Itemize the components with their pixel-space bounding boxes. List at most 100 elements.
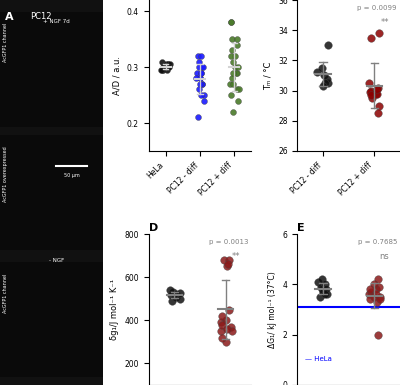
- Text: p = 0.0013: p = 0.0013: [209, 239, 248, 244]
- Point: [164, 64, 171, 70]
- Point: [165, 61, 171, 67]
- Point: [323, 286, 330, 293]
- Point: [324, 75, 330, 82]
- Point: [223, 339, 229, 345]
- Text: — HeLa: — HeLa: [305, 357, 332, 362]
- Text: AcGFP1 channel: AcGFP1 channel: [3, 23, 8, 62]
- Point: [228, 324, 234, 330]
- Text: D: D: [149, 223, 158, 233]
- Point: [219, 321, 226, 328]
- Point: [375, 276, 382, 282]
- Point: [314, 69, 320, 75]
- Point: [165, 64, 171, 70]
- Point: [325, 80, 331, 86]
- Point: [169, 298, 176, 304]
- Text: p = 0.7685: p = 0.7685: [358, 239, 397, 244]
- Point: [234, 36, 240, 42]
- Point: [195, 114, 202, 121]
- Point: [375, 84, 381, 90]
- Point: [158, 67, 165, 73]
- Point: [367, 87, 374, 94]
- Point: [367, 286, 374, 293]
- Point: [173, 291, 180, 298]
- Text: PC12: PC12: [30, 12, 52, 20]
- Point: [368, 95, 375, 101]
- Point: [374, 90, 380, 97]
- Point: [377, 294, 384, 300]
- Text: A: A: [5, 12, 14, 22]
- Point: [324, 291, 330, 298]
- Point: [177, 290, 184, 296]
- Point: [234, 86, 240, 92]
- Point: [374, 110, 381, 116]
- Point: [233, 70, 240, 76]
- Point: [200, 64, 206, 70]
- Point: [376, 30, 382, 36]
- Point: [319, 286, 325, 293]
- Point: [322, 80, 329, 86]
- Point: [195, 53, 201, 59]
- Point: [225, 257, 232, 263]
- Point: [320, 83, 326, 89]
- Point: [229, 36, 236, 42]
- Point: [194, 70, 200, 76]
- Point: [366, 89, 373, 95]
- Point: [227, 53, 234, 59]
- Point: [314, 279, 321, 285]
- Point: [219, 335, 226, 341]
- Point: [373, 90, 380, 97]
- Point: [365, 291, 372, 298]
- Point: [375, 331, 382, 338]
- Point: [368, 289, 374, 295]
- Point: [234, 42, 240, 48]
- Point: [162, 61, 169, 67]
- Point: [218, 328, 224, 334]
- Bar: [0, 12, 102, 127]
- Y-axis label: δg₁/J mol⁻¹ K⁻¹: δg₁/J mol⁻¹ K⁻¹: [110, 279, 119, 340]
- Y-axis label: A/D / a.u.: A/D / a.u.: [112, 56, 121, 95]
- Y-axis label: Tₘ / °C: Tₘ / °C: [264, 61, 272, 90]
- Text: **: **: [232, 252, 240, 261]
- Point: [228, 19, 234, 25]
- Point: [219, 313, 225, 319]
- Point: [370, 281, 377, 288]
- Point: [228, 92, 234, 98]
- Point: [325, 42, 331, 49]
- Point: [368, 92, 374, 98]
- Point: [165, 61, 172, 67]
- Point: [164, 67, 170, 73]
- Point: [374, 299, 380, 305]
- Point: [230, 70, 236, 76]
- Point: [170, 289, 176, 295]
- Point: [167, 287, 174, 293]
- Point: [198, 53, 204, 59]
- Point: [235, 97, 241, 104]
- Point: [224, 263, 230, 270]
- Point: [200, 92, 207, 98]
- Point: [232, 53, 238, 59]
- Point: [234, 70, 240, 76]
- Point: [198, 70, 204, 76]
- Point: [197, 81, 203, 87]
- Point: [193, 75, 200, 81]
- Point: [322, 281, 328, 288]
- Point: [199, 81, 205, 87]
- Point: [368, 35, 374, 41]
- Point: [230, 81, 236, 87]
- Point: [318, 65, 325, 71]
- Point: [217, 320, 224, 326]
- Point: [198, 70, 204, 76]
- Point: [376, 284, 382, 290]
- Point: [230, 109, 236, 115]
- Point: [223, 317, 229, 323]
- Point: [374, 86, 381, 92]
- Point: [317, 294, 324, 300]
- Text: - NGF: - NGF: [49, 258, 64, 263]
- Text: + NGF 7d: + NGF 7d: [43, 19, 70, 24]
- Point: [234, 64, 241, 70]
- Point: [377, 296, 383, 303]
- Point: [198, 92, 204, 98]
- Text: **: **: [380, 18, 389, 27]
- Text: 50 μm: 50 μm: [64, 173, 80, 178]
- Point: [228, 19, 234, 25]
